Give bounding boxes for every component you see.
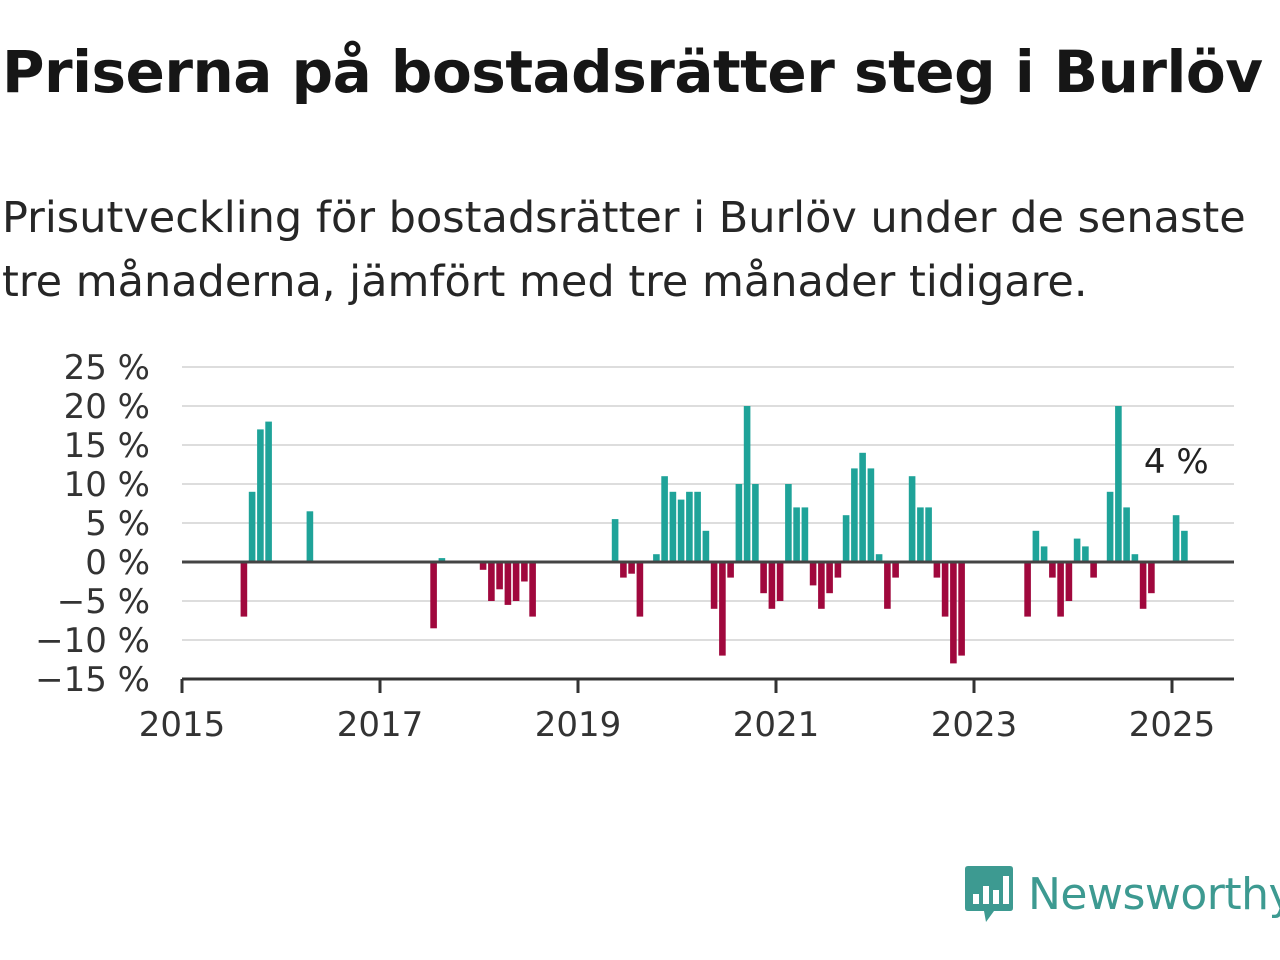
- x-tick-label: 2015: [139, 705, 226, 745]
- bar: [875, 554, 883, 562]
- bar: [1073, 538, 1081, 562]
- bar: [867, 468, 875, 562]
- bar: [306, 511, 314, 562]
- axes: [180, 560, 1234, 693]
- bar: [801, 507, 809, 562]
- y-tick-label: 25 %: [64, 348, 150, 388]
- y-tick-label: −5 %: [57, 582, 150, 622]
- bar: [884, 562, 891, 609]
- y-tick-label: 5 %: [85, 504, 150, 544]
- bar: [776, 562, 784, 601]
- grid-lines: [182, 366, 1234, 680]
- bar: [834, 562, 842, 578]
- bar: [958, 562, 965, 656]
- bar: [1090, 562, 1097, 578]
- bar: [1123, 507, 1130, 562]
- bar: [933, 562, 941, 578]
- brand-name: Newsworthy: [1028, 868, 1280, 920]
- bar: [265, 421, 272, 562]
- bar: [760, 562, 767, 594]
- bar: [859, 452, 866, 562]
- bar: [496, 562, 503, 590]
- x-tick-label: 2021: [733, 705, 820, 745]
- last-value-label: 4 %: [1144, 442, 1209, 482]
- bar: [611, 519, 619, 562]
- bar: [743, 406, 751, 562]
- y-tick-label: 15 %: [64, 426, 150, 466]
- bar: [1024, 562, 1031, 617]
- bar: [818, 562, 825, 609]
- bar: [694, 491, 701, 562]
- bar: [925, 507, 932, 562]
- bar: [636, 562, 644, 617]
- bar: [1040, 546, 1048, 562]
- bar: [842, 515, 850, 562]
- bar: [917, 507, 924, 562]
- bar: [1172, 515, 1180, 562]
- bar: [240, 562, 248, 617]
- bar: [1065, 562, 1073, 601]
- bar: [851, 468, 858, 562]
- bar: [438, 558, 446, 562]
- newsworthy-logo-icon: [965, 866, 1013, 922]
- bar: [752, 484, 759, 562]
- bar: [941, 562, 949, 617]
- bar: [908, 476, 916, 562]
- bar: [1082, 546, 1089, 562]
- bar: [512, 562, 520, 601]
- bar: [826, 562, 833, 594]
- x-tick-label: 2025: [1129, 705, 1216, 745]
- x-tick-label: 2019: [535, 705, 622, 745]
- bar: [785, 484, 792, 562]
- bar: [768, 562, 776, 609]
- labels: 25 %20 %15 %10 %5 %0 %−5 %−10 %−15 % 2015…: [35, 348, 1215, 745]
- bar: [430, 562, 437, 629]
- bar: [809, 562, 817, 586]
- bar: [1049, 562, 1056, 578]
- bar: [257, 429, 264, 562]
- bar: [504, 562, 512, 605]
- y-tick-label: −15 %: [35, 660, 150, 700]
- bar: [488, 562, 495, 601]
- bar: [521, 562, 528, 582]
- bar: [1032, 530, 1040, 562]
- x-tick-label: 2017: [337, 705, 424, 745]
- bar: [661, 476, 668, 562]
- bar: [892, 562, 899, 578]
- bar: [793, 507, 800, 562]
- bar: [950, 562, 957, 664]
- chart-title: Priserna på bostadsrätter steg i Burlöv: [2, 38, 1263, 106]
- chart-subtitle: Prisutveckling för bostadsrätter i Burlö…: [2, 193, 1246, 307]
- bar: [653, 554, 660, 562]
- bar: [677, 499, 685, 562]
- bar: [529, 562, 536, 617]
- bar: [1139, 562, 1147, 609]
- bar: [669, 491, 677, 562]
- bar: [479, 562, 487, 570]
- x-tick-label: 2023: [931, 705, 1018, 745]
- bars: [240, 406, 1188, 664]
- bar: [719, 562, 726, 656]
- bar: [248, 491, 256, 562]
- bar: [1057, 562, 1064, 617]
- bar: [686, 491, 693, 562]
- bar: [1181, 530, 1188, 562]
- bar: [1148, 562, 1155, 594]
- bar-chart: 25 %20 %15 %10 %5 %0 %−5 %−10 %−15 % 2015…: [35, 348, 1234, 745]
- bar: [727, 562, 734, 578]
- bar: [620, 562, 627, 578]
- newsworthy-brand: Newsworthy: [964, 862, 1280, 926]
- y-tick-label: 10 %: [64, 465, 150, 505]
- bar: [710, 562, 718, 609]
- bar: [702, 530, 710, 562]
- bar: [735, 484, 743, 562]
- bar: [1106, 491, 1114, 562]
- y-tick-label: 0 %: [85, 543, 150, 583]
- bar: [1131, 554, 1139, 562]
- y-tick-label: −10 %: [35, 621, 150, 661]
- y-tick-label: 20 %: [64, 387, 150, 427]
- bar: [1115, 406, 1122, 562]
- bar: [628, 562, 635, 574]
